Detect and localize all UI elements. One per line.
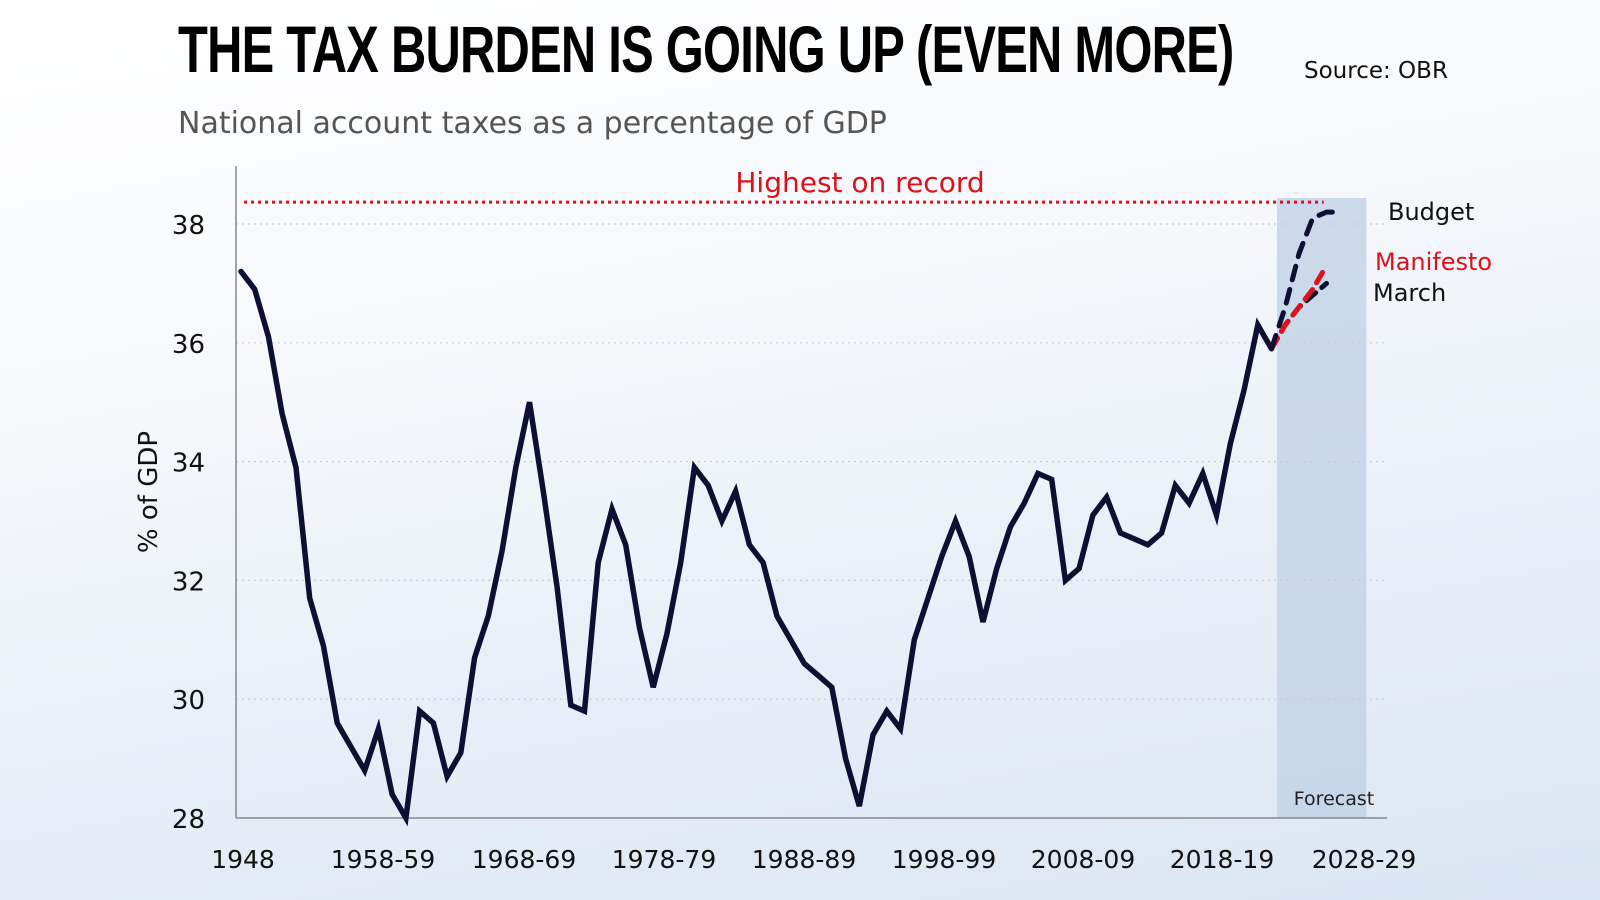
x-tick-label: 1948 [211,845,275,874]
manifesto-forecast-line [1269,263,1329,352]
gridlines [236,223,1387,700]
y-tick-label: 36 [172,330,205,360]
manifesto-label: Manifesto [1375,248,1492,276]
budget-forecast-line [1269,209,1343,352]
y-axis-label: % of GDP [134,431,164,553]
forecast-label: Forecast [1294,788,1374,810]
budget-label: Budget [1388,198,1474,226]
x-tick-label: 2028-29 [1312,845,1416,874]
x-tick-label: 1978-79 [612,845,716,874]
x-tick-label: 1958-59 [331,845,435,874]
chart-subtitle: National account taxes as a percentage o… [178,106,887,141]
forecast-band [1276,198,1367,818]
x-tick-label: 1988-89 [752,845,856,874]
x-tick-label: 2008-09 [1031,845,1135,874]
outturn-line [238,268,1275,827]
y-tick-label: 28 [172,805,205,835]
y-tick-label: 30 [172,686,205,716]
y-tick-label: 32 [172,567,205,597]
record-label: Highest on record [735,166,984,199]
source-label: Source: OBR [1304,58,1448,84]
y-tick-labels: 28 30 32 34 36 38 [172,211,205,835]
march-label: March [1373,279,1446,307]
x-tick-labels: 1948 1958-59 1968-69 1978-79 1988-89 1998-99 2… [211,845,1416,874]
x-tick-label: 2018-19 [1170,845,1274,874]
y-tick-label: 34 [172,449,205,479]
y-tick-label: 38 [172,211,205,241]
x-tick-label: 1998-99 [892,845,996,874]
x-tick-label: 1968-69 [472,845,576,874]
chart-title: THE TAX BURDEN IS GOING UP (EVEN MORE) [178,12,1234,86]
